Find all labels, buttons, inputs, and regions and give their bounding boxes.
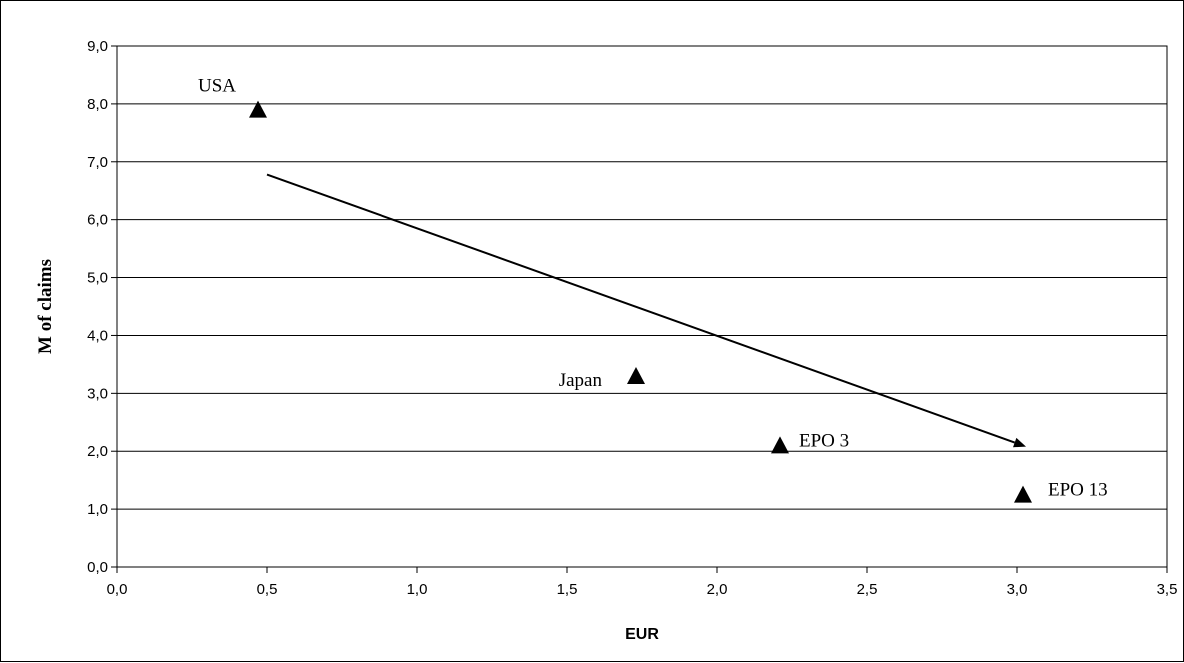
tick-labels: 0,0 1,0 2,0 3,0 4,0 5,0 6,0 7,0 8,0 9,0 0,0 0,5 1,0 1…: [87, 38, 1177, 598]
y-tick-label: 7,0: [87, 154, 108, 171]
trend-arrow-group: [266, 173, 1026, 448]
triangle-marker: [1014, 485, 1032, 503]
point-label: EPO 3: [799, 430, 849, 451]
y-tick-label: 8,0: [87, 96, 108, 113]
point-label: EPO 13: [1048, 480, 1108, 501]
x-tick-label: 2,0: [707, 581, 728, 598]
x-tick-label: 1,5: [557, 581, 578, 598]
y-tick-label: 0,0: [87, 559, 108, 576]
y-axis-title: M of claims: [35, 259, 56, 354]
x-tick-label: 3,0: [1007, 581, 1028, 598]
data-points: USA Japan EPO 3 EPO 13: [198, 76, 1108, 503]
triangle-marker: [627, 366, 645, 384]
y-tick-label: 5,0: [87, 270, 108, 287]
x-axis-title: EUR: [625, 626, 659, 643]
plot-area-border: [116, 45, 1168, 568]
x-tick-label: 3,5: [1157, 581, 1178, 598]
triangle-marker: [771, 436, 789, 454]
trend-arrow-line: [266, 173, 1016, 444]
y-tick-label: 6,0: [87, 212, 108, 229]
y-tick-label: 1,0: [87, 501, 108, 518]
y-tick-label: 4,0: [87, 327, 108, 344]
x-tick-label: 0,5: [257, 581, 278, 598]
x-tick-label: 1,0: [407, 581, 428, 598]
x-tick-label: 2,5: [857, 581, 878, 598]
point-label: USA: [198, 76, 236, 97]
axes: [111, 45, 1168, 573]
y-tick-label: 2,0: [87, 443, 108, 460]
y-tick-label: 3,0: [87, 385, 108, 402]
trend-arrow-head: [1013, 437, 1026, 448]
y-tick-label: 9,0: [87, 38, 108, 55]
triangle-marker: [249, 100, 267, 118]
point-label: Japan: [559, 370, 603, 391]
x-tick-label: 0,0: [107, 581, 128, 598]
